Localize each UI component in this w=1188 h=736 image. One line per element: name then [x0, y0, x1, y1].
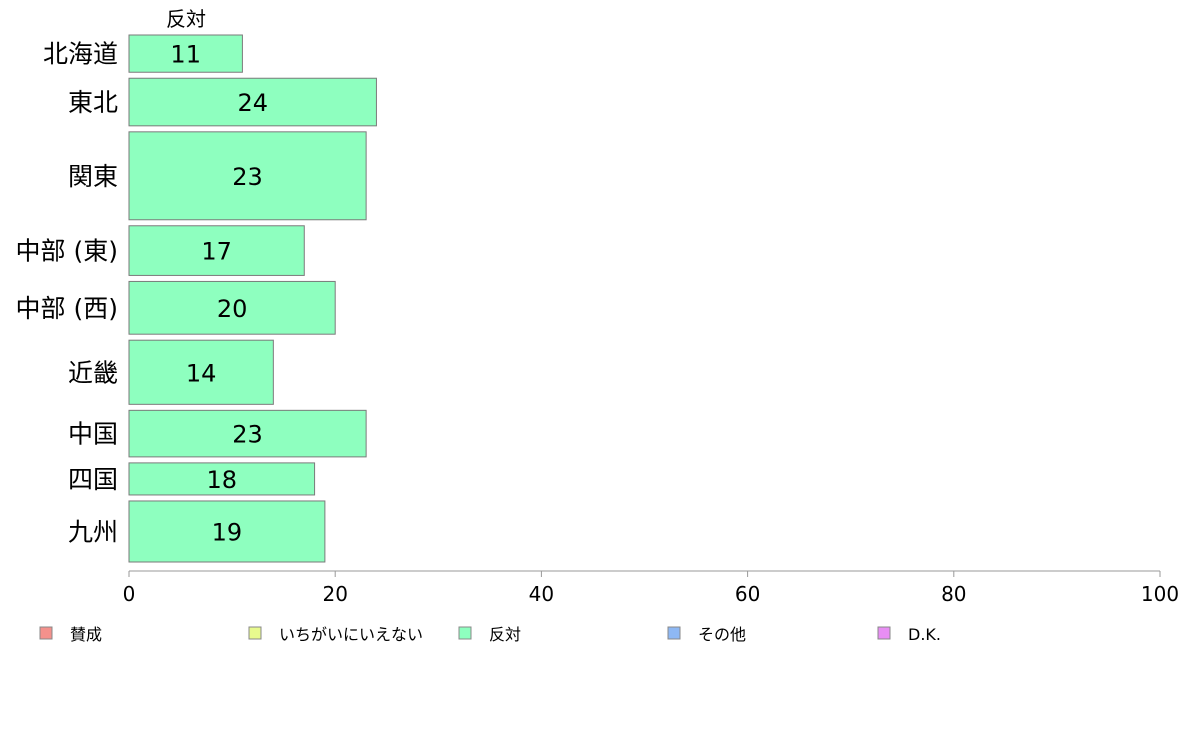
bar-1-series-2	[128, 77, 377, 127]
legend-item: D.K.	[877, 625, 941, 644]
category-label: 北海道	[43, 40, 118, 69]
x-tick-label: 40	[529, 582, 554, 606]
legend-label: いちがいにいえない	[279, 625, 423, 644]
legend-swatch	[877, 626, 891, 640]
series-column-header: 反対	[166, 7, 206, 31]
legend-swatch	[667, 626, 681, 640]
legend-item: 反対	[458, 625, 521, 644]
legend-label: 賛成	[70, 625, 102, 644]
legend-item: 賛成	[39, 625, 102, 644]
x-tick-label: 60	[735, 582, 760, 606]
bar-value-label: 17	[201, 238, 232, 266]
bar-value-label: 19	[212, 518, 243, 546]
bar-8-series-2	[128, 500, 326, 563]
bars-group: 11 24 23 17 20 14 23 18 19	[128, 34, 377, 563]
bar-2-series-2	[128, 131, 367, 221]
bar-value-label: 11	[170, 41, 201, 69]
legend-swatch	[458, 626, 472, 640]
legend: 賛成 いちがいにいえない 反対 その他 D.K.	[39, 625, 941, 644]
category-label: 関東	[68, 162, 118, 191]
x-tick-label: 0	[123, 582, 136, 606]
bar-7-series-2	[128, 462, 316, 496]
legend-swatch	[248, 626, 262, 640]
bar-3-series-2	[128, 225, 305, 276]
category-label: 中部 (東)	[16, 237, 118, 266]
category-label: 東北	[68, 88, 118, 117]
bar-5-series-2	[128, 339, 274, 405]
bar-4-series-2	[128, 280, 336, 335]
x-tick-label: 100	[1141, 582, 1179, 606]
legend-label: その他	[698, 625, 746, 644]
bar-value-label: 23	[232, 163, 263, 191]
bar-value-label: 18	[207, 466, 238, 494]
bar-value-label: 24	[237, 89, 268, 117]
legend-item: いちがいにいえない	[248, 625, 423, 644]
legend-swatch	[39, 626, 53, 640]
x-tick-label: 20	[322, 582, 347, 606]
legend-label: 反対	[489, 625, 521, 644]
x-tick-label: 80	[941, 582, 966, 606]
bar-value-label: 20	[217, 295, 248, 323]
category-label: 中国	[68, 420, 118, 449]
bar-value-label: 14	[186, 359, 217, 387]
category-label: 中部 (西)	[16, 294, 118, 323]
x-axis: 0 20 40 60 80 100	[123, 570, 1179, 606]
legend-item: その他	[667, 625, 746, 644]
bar-value-label: 23	[232, 421, 263, 449]
legend-label: D.K.	[908, 625, 941, 644]
bar-6-series-2	[128, 409, 367, 458]
bar-0-series-2	[128, 34, 243, 73]
category-label: 四国	[68, 465, 118, 494]
category-label: 九州	[68, 517, 118, 546]
category-label: 近畿	[68, 358, 118, 387]
